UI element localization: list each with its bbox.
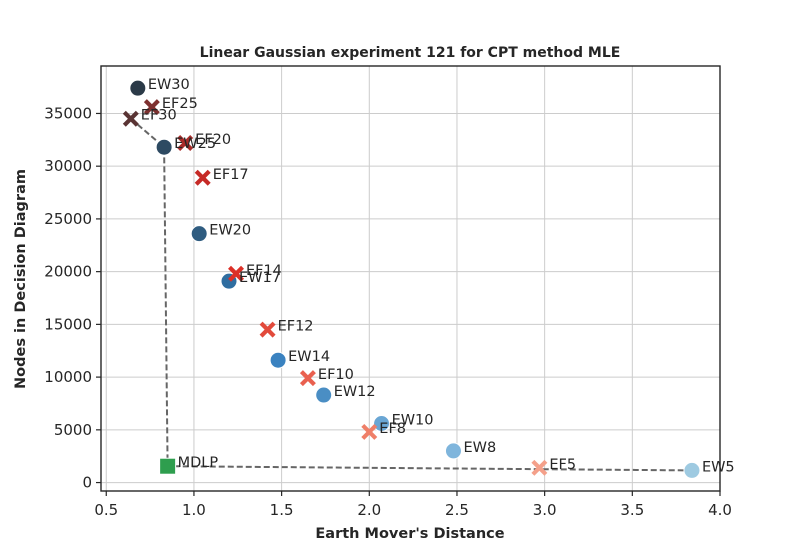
y-axis-ticks: 0 5000 10000 15000 20000 25000 30000 35000	[44, 104, 101, 492]
data-point-ef12	[259, 321, 276, 338]
data-point-ew8	[444, 442, 462, 460]
pareto-frontier-line	[130, 117, 692, 472]
point-label-ew30: EW30	[148, 77, 190, 93]
data-point-ef14	[228, 265, 245, 282]
data-point-ef8	[361, 423, 378, 440]
point-labels: EW5 EW8 EW10 EW12 EW14 EW17 EW20 EW25 EW30 EF5 EF8…	[141, 77, 735, 475]
point-label-ew5: EW5	[702, 459, 735, 475]
y-tick-label: 20000	[44, 263, 92, 281]
x-tick-label: 2.0	[357, 501, 381, 519]
data-point-ew14	[269, 351, 287, 369]
y-tick-label: 30000	[44, 157, 92, 175]
x-marker-stroke	[122, 110, 139, 127]
data-point-ew5	[683, 461, 701, 479]
point-label-ew14: EW14	[288, 349, 330, 365]
x-marker-stroke	[531, 459, 548, 476]
point-label-ef17: EF17	[213, 167, 249, 183]
x-tick-label: 1.5	[270, 501, 294, 519]
data-point-ew30	[129, 79, 147, 97]
y-tick-label: 25000	[44, 210, 92, 228]
x-axis-label: Earth Mover's Distance	[315, 526, 504, 542]
data-point-ew10	[373, 415, 391, 433]
x-tick-label: 0.5	[94, 501, 118, 519]
point-label-ef30: EF30	[141, 108, 177, 124]
point-label-ef14: EF14	[246, 263, 282, 279]
x-tick-label: 3.5	[620, 501, 644, 519]
x-marker-stroke	[177, 135, 194, 151]
x-marker-stroke	[259, 321, 276, 338]
plot-frame	[100, 65, 721, 492]
x-tick-label: 2.5	[445, 501, 469, 519]
data-point-ef20	[177, 135, 194, 151]
data-point-ef17	[194, 169, 211, 186]
x-tick-label: 3.0	[533, 501, 557, 519]
point-label-ew8: EW8	[463, 440, 496, 456]
point-label-ew20: EW20	[209, 223, 251, 239]
point-label-ef25: EF25	[162, 96, 198, 112]
data-point-ef30	[122, 110, 139, 127]
data-point-ef25	[143, 99, 160, 116]
point-label-ew25: EW25	[174, 136, 216, 152]
data-points	[122, 79, 701, 479]
x-marker-stroke	[194, 169, 211, 186]
data-point-ew25	[155, 138, 173, 156]
point-label-ew17: EW17	[239, 270, 281, 286]
y-axis-label: Nodes in Decision Diagram	[13, 169, 29, 389]
point-label-ef12: EF12	[278, 319, 314, 335]
x-marker-stroke	[361, 423, 378, 440]
y-tick-label: 10000	[44, 368, 92, 386]
x-axis-ticks: 0.5 1.0 1.5 2.0 2.5 3.0 3.5 4.0	[94, 491, 732, 519]
point-label-ef10: EF10	[318, 367, 354, 383]
point-label-ew12: EW12	[334, 384, 376, 400]
point-label-ew10: EW10	[392, 413, 434, 429]
x-marker-stroke	[228, 265, 245, 282]
data-point-ew12	[315, 386, 333, 404]
x-tick-label: 1.0	[182, 501, 206, 519]
point-label-ef5: EF5	[549, 457, 576, 473]
y-tick-label: 5000	[54, 421, 92, 439]
x-marker-stroke	[143, 99, 160, 116]
y-tick-label: 35000	[44, 104, 92, 122]
chart-title: Linear Gaussian experiment 121 for CPT m…	[200, 45, 621, 61]
data-point-ef5	[531, 459, 548, 476]
y-tick-label: 15000	[44, 315, 92, 333]
x-tick-label: 4.0	[708, 501, 732, 519]
y-tick-label: 0	[82, 474, 92, 492]
data-point-mdlp	[159, 457, 177, 475]
data-point-ew20	[190, 225, 208, 243]
point-label-mdlp: MDLP	[178, 455, 219, 471]
pareto-frontier	[130, 117, 692, 472]
point-label-ef20: EF20	[195, 132, 231, 148]
data-point-ef10	[299, 370, 316, 387]
x-marker-stroke	[299, 370, 316, 387]
point-label-ef8: EF8	[379, 421, 406, 437]
